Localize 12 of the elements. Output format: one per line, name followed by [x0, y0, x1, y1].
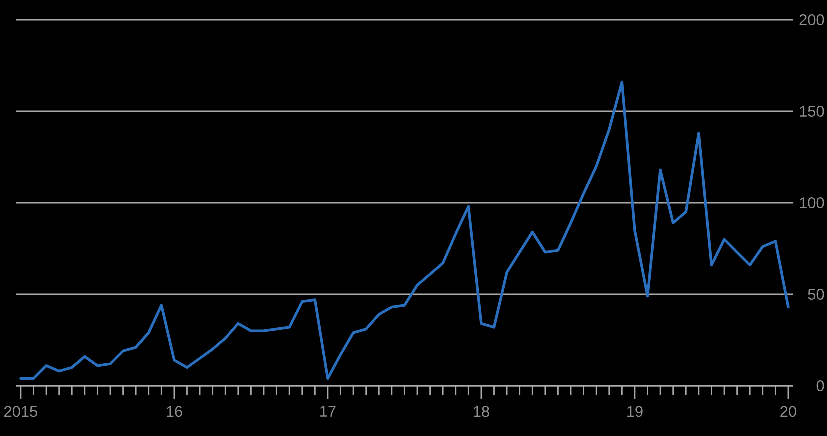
y-tick-label: 0	[816, 380, 824, 392]
x-tick-label: 20	[780, 406, 796, 418]
y-tick-label: 200	[800, 14, 824, 26]
x-tick-label: 16	[167, 406, 182, 418]
y-tick-label: 100	[800, 198, 824, 208]
x-tick-label: 17	[320, 406, 336, 417]
x-tick-label: 18	[474, 406, 490, 418]
x-tick-label: 19	[628, 406, 643, 418]
line-series	[20, 80, 790, 380]
x-tick-label: 2015	[4, 406, 38, 418]
y-tick-label: 150	[800, 106, 824, 117]
y-tick-label: 50	[808, 289, 824, 300]
